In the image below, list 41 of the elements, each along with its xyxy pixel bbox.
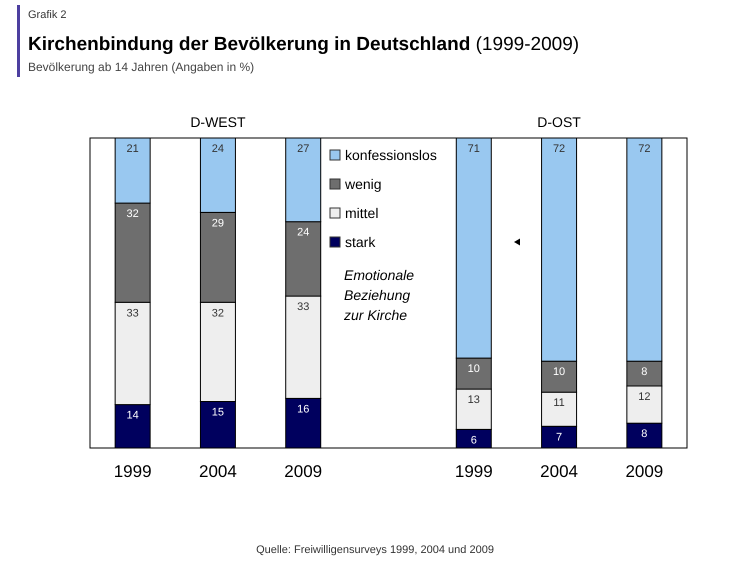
data-label: 7 bbox=[556, 431, 562, 444]
legend-label: mittel bbox=[345, 205, 378, 221]
data-label: 11 bbox=[553, 397, 565, 410]
legend-label: wenig bbox=[344, 176, 382, 192]
data-label: 32 bbox=[126, 208, 139, 220]
data-label: 10 bbox=[468, 363, 480, 376]
data-label: 13 bbox=[468, 394, 480, 406]
data-label: 16 bbox=[297, 403, 310, 416]
text: D-OST bbox=[537, 114, 582, 130]
data-label: 21 bbox=[126, 143, 139, 155]
chart-subtitle: Bevölkerung ab 14 Jahren (Angaben in %) bbox=[28, 60, 254, 74]
data-label: 6 bbox=[470, 434, 477, 446]
data-label: 24 bbox=[297, 226, 310, 239]
text: Grafik 2 bbox=[28, 9, 67, 21]
data-label: 71 bbox=[468, 143, 480, 155]
data-label: 27 bbox=[297, 143, 310, 155]
x-tick-label: 1999 bbox=[114, 462, 152, 481]
x-tick-label: 2004 bbox=[540, 462, 578, 481]
data-label: 8 bbox=[641, 428, 648, 440]
data-label: 72 bbox=[638, 143, 650, 155]
data-label: 33 bbox=[126, 307, 139, 320]
source-note: Quelle: Freiwilligensurveys 1999, 2004 und 2009 bbox=[256, 544, 494, 556]
data-label: 72 bbox=[552, 143, 566, 155]
data-label: 10 bbox=[552, 366, 566, 378]
legend-label: stark bbox=[345, 234, 376, 250]
data-label: 12 bbox=[638, 391, 650, 403]
x-tick-label: 1999 bbox=[454, 462, 493, 481]
chart-title: Kirchenbindung der Bevölkerung in Deutschland (1999-2009) bbox=[28, 34, 580, 55]
data-label: 29 bbox=[212, 217, 224, 230]
x-tick-label: 2009 bbox=[625, 462, 664, 481]
data-label: 14 bbox=[126, 410, 139, 422]
x-tick-label: 2009 bbox=[284, 462, 322, 481]
legend-title: Emotionale Beziehung zur Kirche bbox=[343, 267, 414, 323]
legend-label: konfessionslos bbox=[345, 147, 437, 163]
x-tick-label: 2004 bbox=[199, 462, 237, 481]
data-label: 8 bbox=[641, 366, 648, 378]
data-label: 33 bbox=[297, 301, 310, 314]
data-label: 24 bbox=[212, 143, 224, 155]
data-label: 32 bbox=[212, 307, 224, 320]
text: D-WEST bbox=[190, 114, 246, 130]
data-label: 15 bbox=[212, 406, 224, 418]
